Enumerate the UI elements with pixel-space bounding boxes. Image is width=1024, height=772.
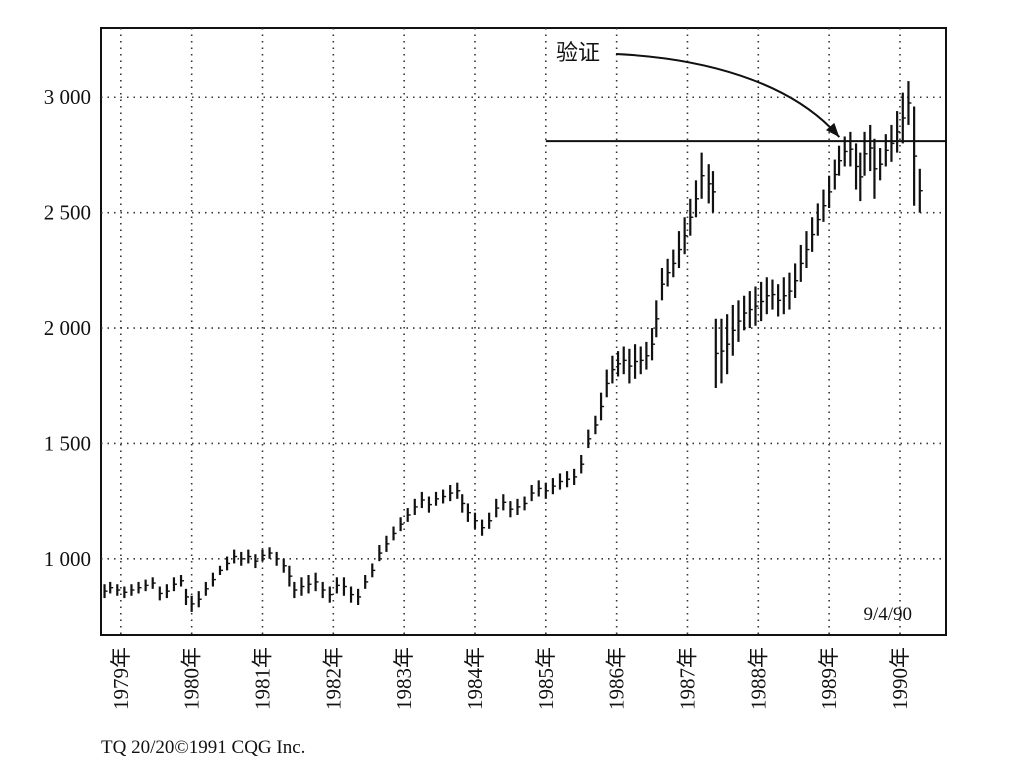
x-tick-label: 1980年 — [180, 647, 204, 710]
footer-credit: TQ 20/20©1991 CQG Inc. — [101, 737, 305, 758]
date-stamp: 9/4/90 — [863, 604, 912, 625]
x-tick-label: 1981年 — [250, 647, 274, 710]
x-tick-label: 1988年 — [746, 647, 770, 710]
x-tick-label: 1979年 — [109, 647, 133, 710]
y-axis-tick-labels: 1 000 1 500 2 000 2 500 3 000 — [44, 85, 91, 571]
x-tick-label: 1985年 — [534, 647, 558, 710]
y-tick-label: 1 000 — [44, 547, 91, 571]
y-tick-label: 2 500 — [44, 201, 91, 225]
price-bars — [103, 81, 923, 612]
annotation-arrow — [615, 53, 841, 138]
x-tick-label: 1984年 — [463, 647, 487, 710]
x-tick-label: 1986年 — [605, 647, 629, 710]
y-tick-label: 1 500 — [44, 431, 91, 455]
x-tick-label: 1990年 — [888, 647, 912, 710]
annotation-arrowhead — [825, 122, 840, 138]
annotation-label: 验证 — [556, 41, 600, 66]
x-tick-label: 1983年 — [392, 647, 416, 710]
x-axis-tick-labels: 1979年 1980年 1981年 1982年 1983年 1984年 1985年 1986年… — [109, 647, 912, 710]
gridlines — [101, 28, 946, 635]
x-tick-label: 1982年 — [321, 647, 345, 710]
x-tick-label: 1989年 — [817, 647, 841, 710]
plot-frame — [100, 27, 947, 636]
y-tick-label: 3 000 — [44, 85, 91, 109]
x-tick-label: 1987年 — [675, 647, 699, 710]
y-tick-label: 2 000 — [44, 316, 91, 340]
